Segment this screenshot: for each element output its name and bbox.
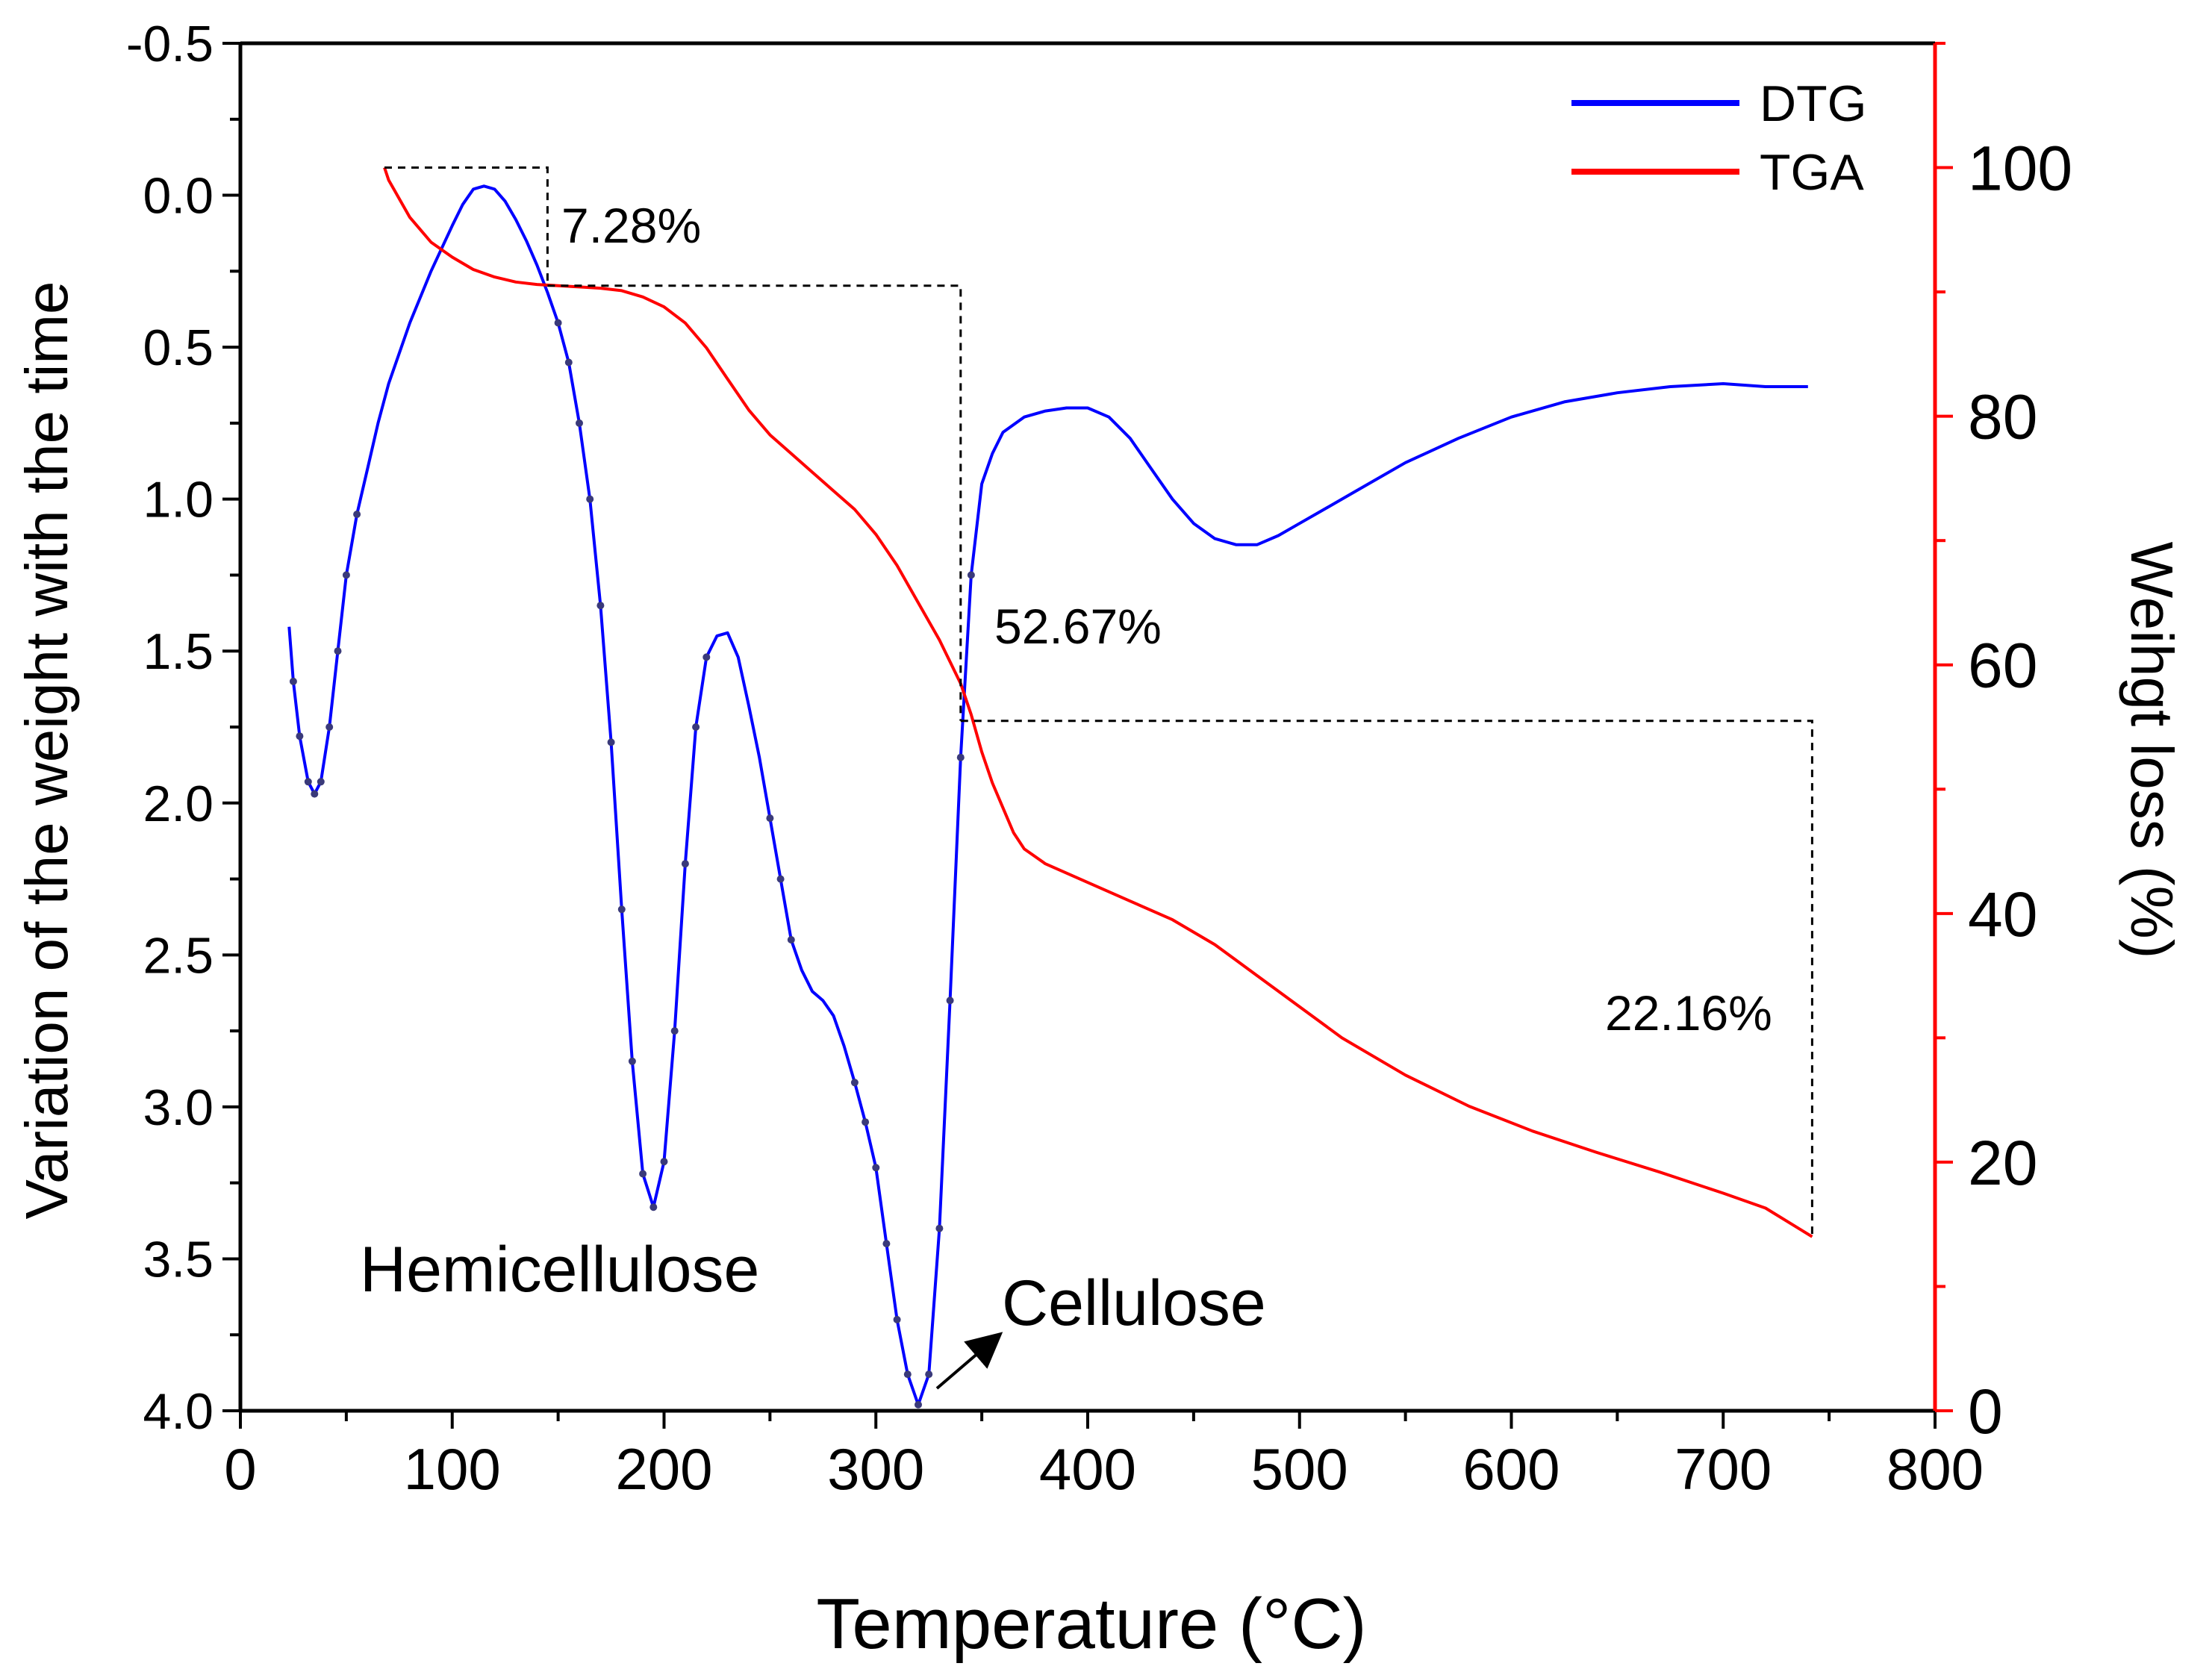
dtg-data-point bbox=[925, 1370, 933, 1379]
y-right-tick-label: 0 bbox=[1968, 1376, 2003, 1447]
dtg-data-point bbox=[353, 511, 361, 518]
y-left-tick-label: 1.5 bbox=[143, 623, 214, 680]
y-left-axis-label: Variation of the weight with the time bbox=[13, 281, 80, 1220]
dtg-data-point bbox=[903, 1370, 912, 1379]
dashed-guide-line bbox=[384, 166, 549, 286]
x-tick-label: 300 bbox=[827, 1436, 924, 1502]
dtg-data-point bbox=[311, 790, 319, 798]
dtg-data-point bbox=[639, 1170, 647, 1178]
y-left-tick-label: 1.0 bbox=[143, 472, 214, 528]
y-right-tick-label: 100 bbox=[1968, 134, 2072, 204]
y-right-axis-label: Weihgt loss (%) bbox=[2119, 542, 2185, 959]
dtg-data-point bbox=[564, 358, 573, 367]
dtg-data-point bbox=[289, 677, 297, 685]
y-left-tick-label: 2.0 bbox=[143, 776, 214, 832]
dtg-data-point bbox=[670, 1027, 679, 1035]
dtg-data-point bbox=[681, 860, 689, 868]
dtg-data-point bbox=[893, 1315, 901, 1323]
y-left-tick-label: 4.0 bbox=[143, 1383, 214, 1440]
dtg-data-point bbox=[304, 778, 312, 786]
dtg-data-point bbox=[296, 732, 304, 740]
y-right-tick-label: 80 bbox=[1968, 382, 2037, 452]
y-right-tick-label: 20 bbox=[1968, 1128, 2037, 1198]
dtg-data-point bbox=[576, 419, 583, 427]
x-axis-label: Temperature (°C) bbox=[816, 1584, 1366, 1664]
cellulose-arrow bbox=[935, 1332, 1003, 1390]
dashed-guide-line bbox=[960, 720, 1813, 1237]
x-tick-label: 200 bbox=[615, 1436, 712, 1502]
x-tick-label: 400 bbox=[1039, 1436, 1136, 1502]
series-line-tga bbox=[383, 166, 1813, 1238]
legend-label-dtg: DTG bbox=[1760, 75, 1867, 132]
y-right-tick-label: 40 bbox=[1968, 879, 2037, 949]
x-tick-label: 800 bbox=[1887, 1436, 1984, 1502]
dtg-data-point bbox=[554, 319, 562, 327]
dtg-data-point bbox=[935, 1224, 944, 1232]
annotation-22-16: 22.16% bbox=[1605, 985, 1772, 1041]
x-tick-label: 100 bbox=[404, 1436, 501, 1502]
axes-layer bbox=[238, 41, 1937, 1413]
legend-label-tga: TGA bbox=[1760, 144, 1864, 201]
dtg-data-point bbox=[692, 723, 700, 731]
dtg-data-point bbox=[862, 1118, 870, 1126]
annotation-cellulose: Cellulose bbox=[1002, 1267, 1266, 1339]
dtg-data-point bbox=[946, 996, 954, 1005]
dtg-data-point bbox=[872, 1164, 880, 1172]
dtg-data-point bbox=[850, 1079, 859, 1087]
dtg-data-point bbox=[787, 936, 795, 944]
series-line-dtg bbox=[287, 184, 1808, 1406]
y-left-tick-label: 3.5 bbox=[143, 1231, 214, 1288]
dtg-data-point bbox=[882, 1240, 891, 1248]
dtg-data-point bbox=[334, 647, 342, 655]
dtg-data-point bbox=[596, 602, 605, 610]
dtg-data-point bbox=[649, 1203, 658, 1211]
x-tick-label: 600 bbox=[1462, 1436, 1560, 1502]
dtg-data-point bbox=[776, 875, 785, 883]
y-left-tick-label: 3.0 bbox=[143, 1079, 214, 1136]
dtg-data-point bbox=[586, 495, 594, 503]
ticks-layer: 0 100 200 300 400 500 600 700 800-0.50.00.51.01.… bbox=[126, 16, 2072, 1502]
dtg-data-point bbox=[660, 1158, 668, 1166]
x-tick-label: 700 bbox=[1674, 1436, 1772, 1502]
dtg-data-point bbox=[967, 571, 975, 579]
annotation-layer: 7.28% 52.67% 22.16% Hemicellulose Cellul… bbox=[360, 198, 1772, 1390]
dtg-data-point bbox=[628, 1057, 636, 1065]
dtg-data-point bbox=[325, 723, 334, 731]
guide-layer bbox=[384, 166, 1813, 1237]
x-tick-label: 0 bbox=[224, 1436, 256, 1502]
annotation-hemicellulose: Hemicellulose bbox=[360, 1234, 759, 1306]
y-left-tick-label: 0.0 bbox=[143, 168, 214, 225]
annotation-52-67: 52.67% bbox=[994, 599, 1162, 654]
y-left-tick-label: 2.5 bbox=[143, 927, 214, 984]
dtg-data-point bbox=[915, 1400, 922, 1409]
dtg-data-point bbox=[956, 753, 965, 761]
dashed-guide-line bbox=[547, 284, 962, 721]
legend: DTG TGA bbox=[1571, 75, 1867, 201]
y-right-tick-label: 60 bbox=[1968, 631, 2037, 701]
dtg-data-point bbox=[607, 738, 615, 746]
y-left-tick-label: -0.5 bbox=[126, 16, 214, 72]
annotation-7-28: 7.28% bbox=[561, 198, 701, 253]
x-tick-label: 500 bbox=[1251, 1436, 1348, 1502]
dtg-data-point bbox=[617, 905, 626, 914]
dtg-data-point bbox=[702, 653, 711, 661]
dtg-data-point bbox=[342, 571, 350, 579]
dtg-data-point bbox=[317, 778, 325, 786]
series-layer bbox=[287, 166, 1813, 1409]
dtg-data-point bbox=[766, 814, 774, 823]
y-left-tick-label: 0.5 bbox=[143, 319, 214, 376]
